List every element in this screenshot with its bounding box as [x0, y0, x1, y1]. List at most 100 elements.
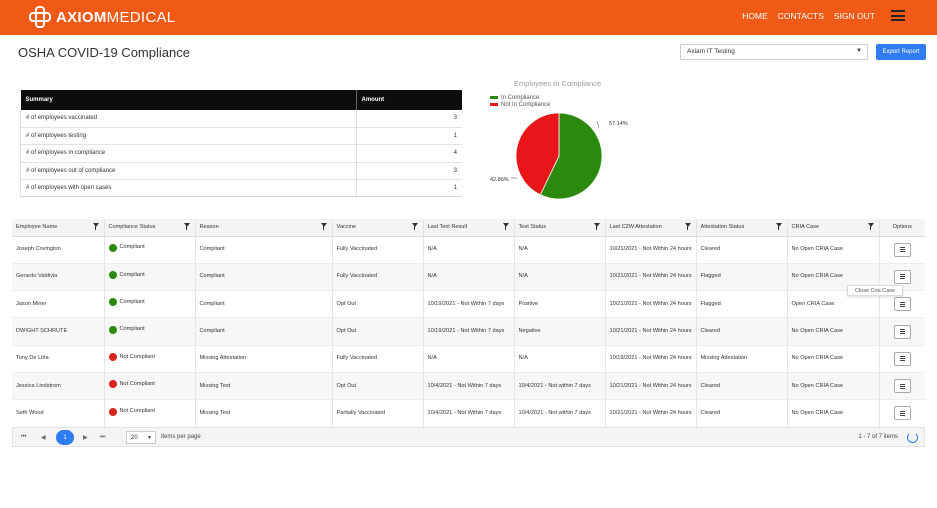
cell-options	[879, 236, 925, 264]
legend-swatch	[490, 96, 498, 99]
cell-att-status: Flagged	[696, 290, 788, 319]
cell-cria: No Open CRIA Case	[787, 372, 880, 401]
column-header-cria-case[interactable]: CRIA Case	[787, 219, 880, 237]
cell-reason: Missing Test	[195, 399, 333, 428]
row-options-button[interactable]	[893, 379, 911, 394]
column-header-last-c2w-attestation[interactable]: Last C2W Attestation	[605, 219, 697, 237]
brand-logo[interactable]: AXIOMMEDICAL	[28, 5, 175, 29]
filter-icon[interactable]	[183, 223, 190, 230]
pie-slice-not-in-compliance[interactable]	[515, 112, 560, 196]
cell-last-test: N/A	[423, 345, 515, 373]
cell-attestation: 10/21/2021 - Not Within 24 hours	[605, 263, 697, 292]
filter-icon[interactable]	[92, 223, 99, 230]
table-row[interactable]: Seth Wood Not Compliant Missing Test Partia…	[12, 399, 925, 428]
filter-icon[interactable]	[775, 223, 782, 230]
row-options-button[interactable]	[893, 242, 911, 257]
summary-amount: 1	[355, 127, 462, 146]
refresh-icon[interactable]	[907, 432, 918, 443]
table-row[interactable]: Joseph Covington Compliant Compliant Fully …	[12, 236, 925, 264]
column-header-vaccine[interactable]: Vaccine	[332, 219, 424, 237]
cell-att-status: Missing Attestation	[696, 345, 788, 373]
status-dot-icon	[108, 271, 117, 280]
nav-sign-out[interactable]: SIGN OUT	[833, 10, 875, 21]
cell-reason: Compliant	[195, 263, 333, 292]
column-header-reason[interactable]: Reason	[195, 219, 333, 237]
next-page-icon[interactable]: ▶	[83, 435, 88, 441]
page-1-button[interactable]: 1	[56, 430, 74, 445]
cell-compliance-status: Not Compliant	[104, 345, 196, 373]
summary-amount: 4	[355, 144, 462, 163]
nav-home[interactable]: HOME	[742, 10, 768, 21]
status-dot-icon	[108, 325, 117, 334]
prev-page-icon[interactable]: ◀	[41, 435, 46, 441]
cell-compliance-status: Compliant	[104, 317, 196, 346]
menu-icon[interactable]	[891, 10, 905, 21]
cell-att-status: Cleared	[696, 236, 788, 264]
legend-label: Not In Compliance	[501, 101, 551, 108]
table-row[interactable]: DWIGHT SCHRUTE Compliant Compliant Opt Out 1…	[12, 317, 925, 346]
export-report-button[interactable]: Export Report	[876, 44, 926, 60]
cell-att-status: Cleared	[696, 317, 788, 346]
menu-lines-icon	[899, 383, 905, 389]
row-options-button[interactable]	[893, 351, 911, 366]
row-options-button[interactable]	[893, 324, 911, 339]
cell-test-status: 10/4/2021 - Not within 7 days	[514, 372, 606, 401]
column-header-options[interactable]: Options	[879, 219, 925, 237]
filter-icon[interactable]	[411, 223, 418, 230]
menu-lines-icon	[899, 410, 905, 416]
status-text: Not Compliant	[119, 353, 155, 360]
filter-icon[interactable]	[867, 223, 874, 230]
column-header-employee-name[interactable]: Employee Name	[12, 219, 105, 237]
table-row[interactable]: Jason Miner Compliant Compliant Opt Out 10/1…	[12, 290, 925, 319]
table-row[interactable]: Gerardo Valdivia Compliant Compliant Fully …	[12, 263, 925, 292]
status-text: Not Compliant	[119, 408, 155, 415]
nav-contacts[interactable]: CONTACTS	[777, 10, 824, 21]
row-options-button[interactable]	[893, 269, 911, 284]
column-header-attestation-status[interactable]: Attestation Status	[696, 219, 788, 237]
table-row[interactable]: Tony De Litta Not Compliant Missing Attest…	[12, 345, 925, 373]
status-dot-icon	[108, 243, 117, 252]
cell-cria: No Open CRIA Case	[787, 317, 880, 346]
organization-select[interactable]: Axiam IT Testing ▼	[680, 44, 868, 60]
options-tooltip: Close Cria Case	[847, 285, 903, 296]
row-options-button[interactable]	[893, 406, 911, 421]
filter-icon[interactable]	[684, 223, 691, 230]
page-size-select[interactable]: 20 ▼	[126, 431, 156, 444]
legend-item-not-in-compliance[interactable]: Not In Compliance	[490, 101, 550, 108]
cell-options	[879, 317, 925, 346]
column-header-last-test-result[interactable]: Last Test Result	[423, 219, 515, 237]
cell-compliance-status: Compliant	[104, 290, 196, 319]
cell-test-status: Negative	[514, 317, 606, 346]
chevron-down-icon: ▼	[147, 435, 152, 441]
cell-test-status: N/A	[514, 345, 606, 373]
cell-attestation: 10/19/2021 - Not Within 24 hours	[605, 345, 697, 373]
filter-icon[interactable]	[593, 223, 600, 230]
column-header-compliance-status[interactable]: Compliance Status	[104, 219, 196, 237]
cell-last-test: 10/4/2021 - Not Within 7 days	[423, 372, 515, 401]
menu-lines-icon	[899, 274, 905, 280]
legend-item-in-compliance[interactable]: In Compliance	[490, 94, 550, 101]
first-page-icon[interactable]: ⏮	[21, 434, 27, 440]
summary-label: # of employees testing	[20, 127, 356, 146]
status-text: Compliant	[119, 326, 145, 333]
pie-slice-in-compliance[interactable]	[539, 112, 603, 200]
table-row[interactable]: Jessica Lindstrom Not Compliant Missing Te…	[12, 372, 925, 401]
cell-reason: Compliant	[195, 236, 333, 264]
menu-lines-icon	[899, 356, 905, 362]
legend-swatch	[490, 103, 498, 106]
filter-icon[interactable]	[320, 223, 327, 230]
column-header-label: Compliance Status	[108, 224, 156, 231]
cell-reason: Missing Attestation	[195, 345, 333, 373]
last-page-icon[interactable]: ⏭	[100, 434, 106, 440]
top-nav: HOME CONTACTS SIGN OUT	[742, 10, 905, 21]
column-header-test-status[interactable]: Test Status	[514, 219, 606, 237]
chart-legend: In Compliance Not In Compliance	[490, 94, 550, 108]
cell-vaccine: Partially Vaccinated	[332, 399, 424, 428]
row-options-button[interactable]	[893, 297, 911, 312]
column-header-label: Options	[892, 224, 912, 231]
cell-vaccine: Fully Vaccinated	[332, 236, 424, 264]
cell-attestation: 10/21/2021 - Not Within 24 hours	[605, 236, 697, 264]
filter-icon[interactable]	[502, 223, 509, 230]
cell-last-test: 10/19/2021 - Not Within 7 days	[423, 317, 515, 346]
cell-name: Gerardo Valdivia	[12, 263, 105, 292]
